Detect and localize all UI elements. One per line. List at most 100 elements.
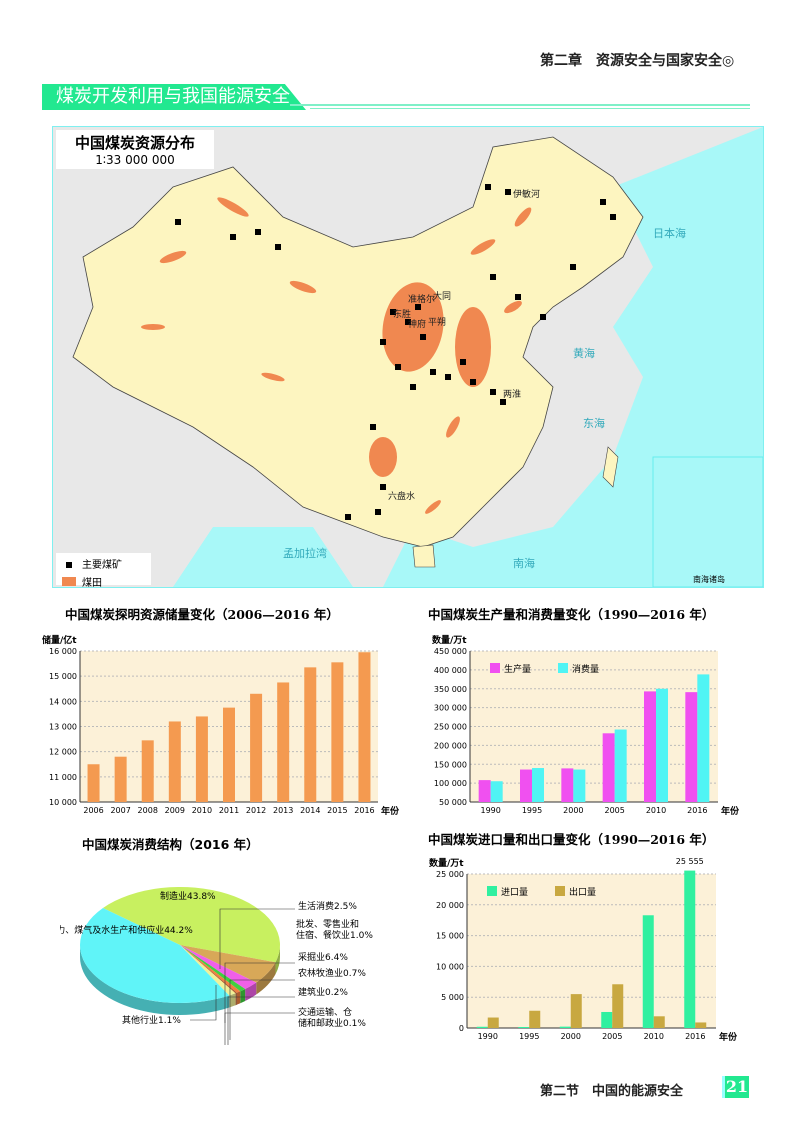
legend-label: 出口量 <box>569 886 596 898</box>
coalfield <box>369 437 397 477</box>
coal-mine-marker <box>505 189 511 195</box>
leader-line <box>229 979 295 1040</box>
coalfield <box>217 197 249 217</box>
legend-label: 消费量 <box>572 663 599 675</box>
bar <box>331 662 344 802</box>
divider <box>290 104 750 106</box>
bar <box>559 1026 571 1028</box>
pie-slice-side <box>235 993 236 1006</box>
plot-background <box>467 874 716 1028</box>
sea-label: 孟加拉湾 <box>283 546 327 560</box>
pie-slice-side <box>275 945 280 975</box>
bar <box>478 780 491 802</box>
legend-swatch <box>555 886 565 896</box>
coal-mine-marker <box>410 384 416 390</box>
x-tick-label: 2008 <box>138 806 158 815</box>
bar <box>358 652 371 802</box>
x-axis-label: 年份 <box>721 805 740 817</box>
bar <box>685 692 698 802</box>
coal-mine-marker <box>390 309 396 315</box>
legend-label: 生产量 <box>504 663 531 675</box>
bar <box>476 1026 488 1028</box>
bar <box>532 768 544 802</box>
bar <box>642 915 654 1028</box>
y-tick-label: 10 000 <box>49 798 77 807</box>
y-tick-label: 13 000 <box>49 723 77 732</box>
map-legend: 主要煤矿 煤田 <box>56 553 151 589</box>
coalfield <box>446 416 460 438</box>
coalfield <box>470 239 496 255</box>
sea-label: 南海诸岛 <box>693 574 725 584</box>
pie-label: 制造业43.8% <box>160 890 216 902</box>
leader-line <box>219 908 295 969</box>
bar <box>520 769 532 802</box>
pie-slice-side <box>245 982 257 1002</box>
coalfield <box>159 250 187 264</box>
x-tick-label: 2012 <box>246 806 266 815</box>
pie-slice-side <box>256 962 276 995</box>
x-tick-label: 2016 <box>685 1032 705 1041</box>
bar <box>490 781 503 802</box>
legend-label: 主要煤矿 <box>82 560 122 571</box>
pie-slice <box>180 945 236 994</box>
y-tick-label: 14 000 <box>49 697 77 706</box>
bar <box>304 667 317 802</box>
pie-slice <box>180 945 276 983</box>
y-tick-label: 450 000 <box>434 647 467 656</box>
coal-mine-marker <box>275 244 281 250</box>
map-title: 中国煤炭资源分布 <box>74 134 195 152</box>
x-tick-label: 2010 <box>646 806 666 815</box>
bar <box>529 1010 541 1028</box>
coalfield <box>382 282 444 372</box>
coal-mine-marker <box>175 219 181 225</box>
bar <box>602 733 615 802</box>
x-tick-label: 2016 <box>687 806 707 815</box>
bar <box>656 688 668 802</box>
legend-label: 煤田 <box>82 578 102 589</box>
bar <box>277 682 290 802</box>
leader-line <box>190 985 217 1021</box>
pie-label-line: 批发、零售业和 <box>296 918 359 930</box>
pie-label-line: 其他行业1.1% <box>122 1014 181 1026</box>
coal-mine-marker <box>375 509 381 515</box>
pie-slice-side <box>80 945 230 1015</box>
coal-mine-marker <box>460 359 466 365</box>
coal-mine-marker <box>490 274 496 280</box>
x-tick-label: 2011 <box>219 806 239 815</box>
place-label: 伊敏河 <box>513 188 540 200</box>
pie-label-line: 交通运输、仓 <box>298 1006 352 1018</box>
legend-swatch <box>487 886 497 896</box>
pie-label-line: 采掘业6.4% <box>298 951 348 963</box>
bar <box>518 1027 530 1028</box>
bar <box>195 716 208 802</box>
bar <box>695 1022 707 1028</box>
pie-slice-side <box>235 992 237 1006</box>
coal-mine-marker <box>345 514 351 520</box>
place-label: 准格尔 <box>408 293 435 305</box>
sea-label: 南海 <box>513 556 535 570</box>
pie-slice <box>180 945 237 994</box>
map-title-box: 中国煤炭资源分布 1∶33 000 000 <box>56 130 214 169</box>
sea-label: 黄海 <box>573 346 595 360</box>
bar <box>114 756 127 802</box>
coalfield <box>141 324 165 330</box>
y-tick-label: 5 000 <box>441 993 464 1002</box>
pie-label: 农林牧渔业0.7% <box>298 967 366 979</box>
pie-slice-side <box>236 991 241 1005</box>
pie-label-line: 建筑业0.2% <box>298 986 348 998</box>
divider <box>310 108 750 109</box>
pie-label: 建筑业0.2% <box>298 986 348 998</box>
coalfield <box>455 307 491 387</box>
place-label: 神府 <box>408 318 426 330</box>
coal-mine-marker <box>380 484 386 490</box>
y-tick-label: 50 000 <box>439 798 467 807</box>
x-tick-label: 2010 <box>644 1032 664 1041</box>
coal-mine-marker <box>540 314 546 320</box>
coal-mine-marker <box>500 399 506 405</box>
hainan <box>412 544 436 568</box>
bar <box>87 764 100 802</box>
y-tick-label: 150 000 <box>434 760 467 769</box>
chapter-header: 第二章 资源安全与国家安全◎ <box>540 53 735 69</box>
y-tick-label: 200 000 <box>434 741 467 750</box>
coal-mine-marker <box>490 389 496 395</box>
